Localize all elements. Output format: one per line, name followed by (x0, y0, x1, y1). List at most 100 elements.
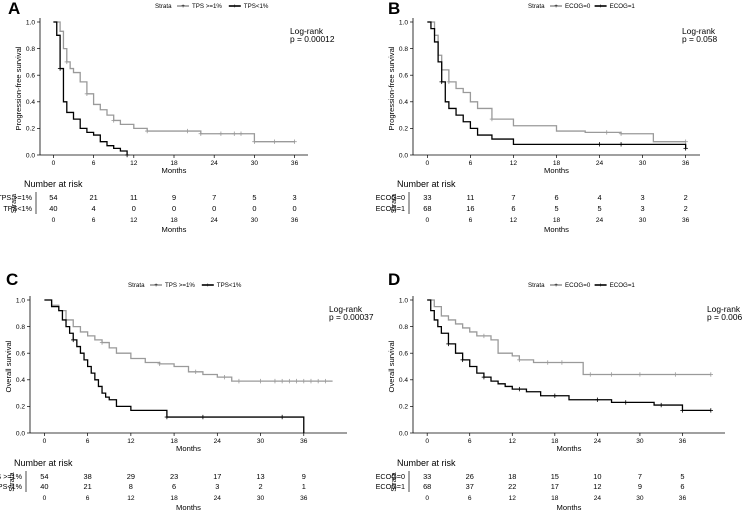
legend-entry: ECOG=0 (565, 3, 591, 10)
y-tick-label: 0.8 (399, 46, 408, 53)
y-axis-label: Overall survival (4, 340, 13, 392)
legend-entry: ECOG=0 (565, 282, 591, 289)
x-tick-label: 0 (425, 438, 429, 445)
risk-row-label: ECOG=0 (376, 472, 405, 481)
risk-value: 12 (593, 482, 601, 491)
logrank-label: Log-rank (707, 304, 741, 314)
risk-value: 0 (252, 204, 256, 213)
risk-x-tick-label: 36 (682, 217, 690, 224)
risk-strata-axis-label: Strata (389, 194, 398, 213)
risk-x-tick-label: 24 (211, 217, 219, 224)
x-tick-label: 6 (468, 438, 472, 445)
y-tick-label: 0.6 (26, 73, 35, 80)
y-tick-label: 0.4 (16, 377, 25, 384)
risk-value: 4 (92, 204, 96, 213)
x-axis-label: Months (557, 444, 582, 453)
y-tick-label: 0.8 (26, 46, 35, 53)
x-tick-label: 18 (551, 438, 559, 445)
risk-value: 6 (511, 204, 515, 213)
legend-entry: TPS >=1% (165, 282, 195, 289)
x-tick-label: 12 (130, 160, 138, 167)
panel-label: A (8, 0, 20, 18)
x-axis-label: Months (176, 444, 201, 453)
risk-x-tick-label: 6 (86, 495, 90, 502)
risk-value: 0 (212, 204, 216, 213)
risk-value: 17 (551, 482, 559, 491)
risk-value: 21 (89, 193, 97, 202)
y-tick-label: 0.8 (16, 324, 25, 331)
risk-x-tick-label: 36 (291, 217, 299, 224)
y-tick-label: 0.6 (399, 73, 408, 80)
x-tick-label: 0 (43, 438, 47, 445)
survival-curve-group1 (427, 299, 711, 376)
legend-entry: ECOG=1 (610, 282, 636, 289)
x-tick-label: 0 (426, 160, 430, 167)
logrank-label: Log-rank (329, 304, 363, 314)
y-tick-label: 1.0 (26, 19, 35, 26)
risk-value: 29 (127, 472, 135, 481)
risk-x-tick-label: 30 (251, 217, 259, 224)
risk-x-tick-label: 30 (257, 495, 265, 502)
x-tick-label: 36 (291, 160, 299, 167)
risk-value: 5 (597, 204, 601, 213)
x-tick-label: 30 (636, 438, 644, 445)
risk-value: 8 (129, 482, 133, 491)
panel-d: D Strata + ECOG=0 + ECOG=10.00.20.40.60.81.00… (376, 270, 742, 512)
risk-row-label: ECOG=1 (376, 482, 405, 491)
risk-table-title: Number at risk (24, 179, 83, 189)
x-tick-label: 6 (469, 160, 473, 167)
x-tick-label: 18 (170, 438, 178, 445)
risk-x-tick-label: 36 (300, 495, 308, 502)
risk-x-axis-label: Months (544, 225, 569, 234)
x-tick-label: 24 (214, 438, 222, 445)
x-tick-label: 30 (639, 160, 647, 167)
survival-curve-group2 (53, 21, 128, 155)
x-tick-label: 36 (300, 438, 308, 445)
logrank-pvalue: p = 0.058 (682, 34, 718, 44)
risk-strata-axis-label: Strata (7, 472, 16, 491)
risk-value: 68 (423, 482, 431, 491)
risk-value: 38 (84, 472, 92, 481)
risk-value: 33 (423, 193, 431, 202)
legend-entry: ECOG=1 (610, 3, 636, 10)
risk-value: 13 (256, 472, 264, 481)
x-tick-label: 6 (86, 438, 90, 445)
axes: 0.0 0.2 0.4 0.6 0.8 1.0 0 6 12 18 24 30 36 Months Prog… (14, 18, 308, 175)
risk-table: Number at risk ECOG=0 33 26 18 15 10 7 5 ECOG=1 68… (376, 458, 687, 512)
risk-value: 68 (423, 204, 431, 213)
risk-value: 11 (467, 193, 475, 202)
risk-value: 3 (293, 193, 297, 202)
y-axis-label: Progression-free survival (387, 46, 396, 130)
risk-x-tick-label: 24 (214, 495, 222, 502)
y-tick-label: 0.2 (399, 404, 408, 411)
x-axis-label: Months (162, 166, 187, 175)
risk-value: 15 (551, 472, 559, 481)
risk-strata-axis-label: Strata (9, 194, 18, 213)
legend: Strata + TPS >=1% + TPS<1% (128, 282, 242, 289)
risk-value: 17 (213, 472, 221, 481)
survival-curve-group2 (427, 21, 687, 149)
axes: 0.0 0.2 0.4 0.6 0.8 1.0 0 6 12 18 24 30 36 Months Over… (387, 296, 725, 453)
risk-x-axis-label: Months (162, 225, 187, 234)
legend: Strata + ECOG=0 + ECOG=1 (528, 282, 635, 289)
x-tick-label: 36 (679, 438, 687, 445)
risk-x-tick-label: 6 (468, 495, 472, 502)
risk-value: 2 (258, 482, 262, 491)
risk-value: 10 (593, 472, 601, 481)
risk-x-tick-label: 24 (594, 495, 602, 502)
risk-x-tick-label: 0 (43, 495, 47, 502)
risk-table-title: Number at risk (14, 458, 73, 468)
panel-b: B Strata + ECOG=0 + ECOG=10.00.20.40.60.81.00… (376, 0, 718, 234)
x-tick-label: 24 (596, 160, 604, 167)
x-tick-label: 24 (594, 438, 602, 445)
y-tick-label: 1.0 (16, 297, 25, 304)
y-tick-label: 1.0 (399, 297, 408, 304)
legend: Strata + TPS >=1% + TPS<1% (155, 3, 269, 10)
y-tick-label: 0.0 (16, 430, 25, 437)
risk-value: 9 (302, 472, 306, 481)
legend-title: Strata (155, 3, 172, 10)
legend-swatch-cross: + (599, 282, 603, 289)
risk-x-tick-label: 30 (636, 495, 644, 502)
logrank-pvalue: p = 0.00012 (290, 34, 335, 44)
